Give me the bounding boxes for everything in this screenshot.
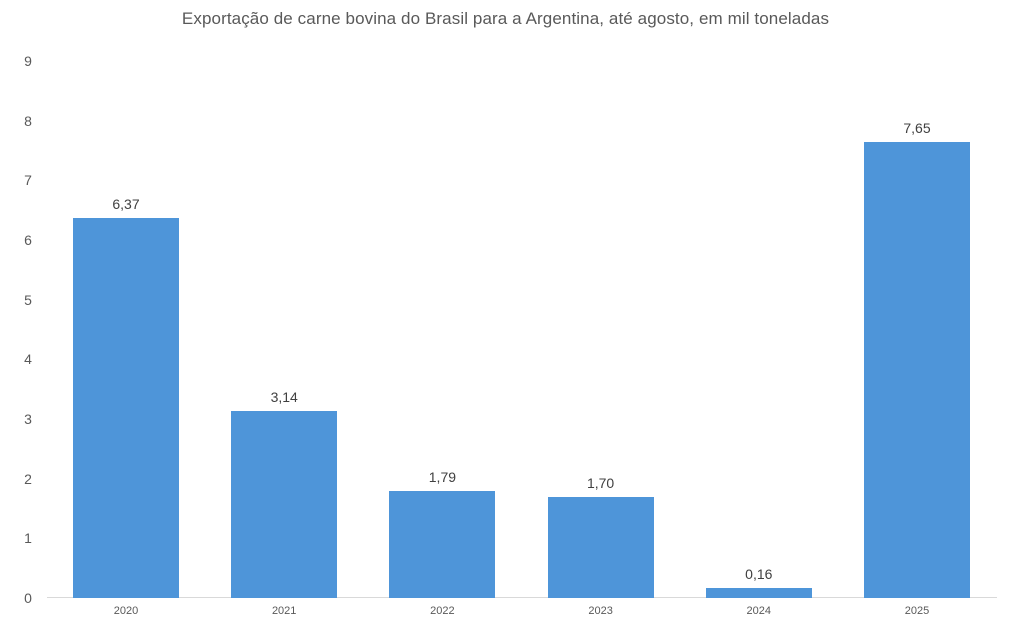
bar-2023 [547, 496, 654, 598]
data-label: 0,16 [745, 566, 773, 583]
x-tick-label: 2020 [113, 605, 139, 617]
bar-2025 [864, 141, 970, 598]
bar-2020 [73, 217, 179, 598]
bar-2022 [389, 491, 496, 598]
x-axis-line [47, 597, 997, 598]
x-tick-label: 2025 [904, 605, 930, 617]
data-label: 3,14 [270, 388, 298, 405]
y-tick-label: 8 [24, 112, 32, 129]
y-tick-label: 2 [24, 470, 32, 487]
x-tick-label: 2024 [746, 605, 772, 617]
bar-2024 [705, 588, 812, 598]
y-tick-label: 4 [24, 351, 32, 368]
data-label: 1,79 [428, 469, 457, 486]
chart-title: Exportação de carne bovina do Brasil par… [181, 9, 830, 28]
y-tick-label: 7 [24, 172, 32, 189]
y-tick-label: 9 [24, 53, 32, 69]
data-label: 1,70 [586, 474, 615, 491]
x-tick-label: 2022 [430, 605, 455, 617]
bar-2021 [231, 410, 338, 598]
x-tick-label: 2023 [588, 605, 613, 617]
data-label: 6,37 [112, 195, 140, 212]
y-tick-label: 6 [24, 232, 32, 248]
y-tick-label: 0 [24, 590, 32, 606]
y-tick-label: 5 [24, 291, 32, 308]
y-tick-label: 3 [24, 411, 32, 427]
data-label: 7,65 [903, 119, 931, 136]
y-tick-label: 1 [24, 530, 32, 547]
x-tick-label: 2021 [271, 605, 297, 617]
